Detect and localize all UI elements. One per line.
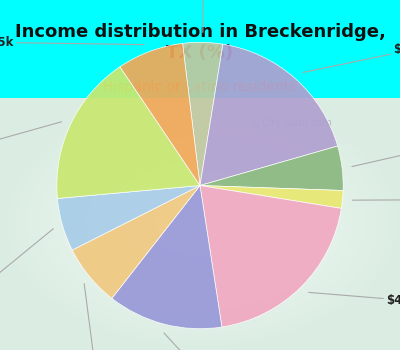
- Text: Income distribution in Breckenridge,
TX (%): Income distribution in Breckenridge, TX …: [14, 23, 386, 62]
- Wedge shape: [200, 44, 338, 186]
- Text: $50k: $50k: [0, 229, 53, 307]
- Text: > $200k: > $200k: [352, 139, 400, 167]
- Text: $150k: $150k: [352, 193, 400, 206]
- Text: $20k: $20k: [0, 122, 62, 156]
- Wedge shape: [72, 186, 200, 298]
- Wedge shape: [200, 146, 343, 190]
- Wedge shape: [57, 67, 200, 198]
- Wedge shape: [112, 186, 222, 329]
- Wedge shape: [120, 43, 200, 186]
- Text: $10k: $10k: [164, 333, 238, 350]
- Wedge shape: [200, 186, 341, 327]
- Text: $125k: $125k: [0, 36, 144, 49]
- Text: ⓘ City-Data.com: ⓘ City-Data.com: [253, 118, 331, 128]
- Text: $100k: $100k: [302, 43, 400, 72]
- Text: $60k: $60k: [187, 0, 219, 33]
- Wedge shape: [182, 42, 223, 186]
- Text: $40k: $40k: [309, 292, 400, 307]
- Wedge shape: [58, 186, 200, 250]
- Wedge shape: [200, 186, 343, 208]
- Text: Hispanic or Latino residents: Hispanic or Latino residents: [103, 80, 297, 94]
- Text: $30k: $30k: [82, 284, 114, 350]
